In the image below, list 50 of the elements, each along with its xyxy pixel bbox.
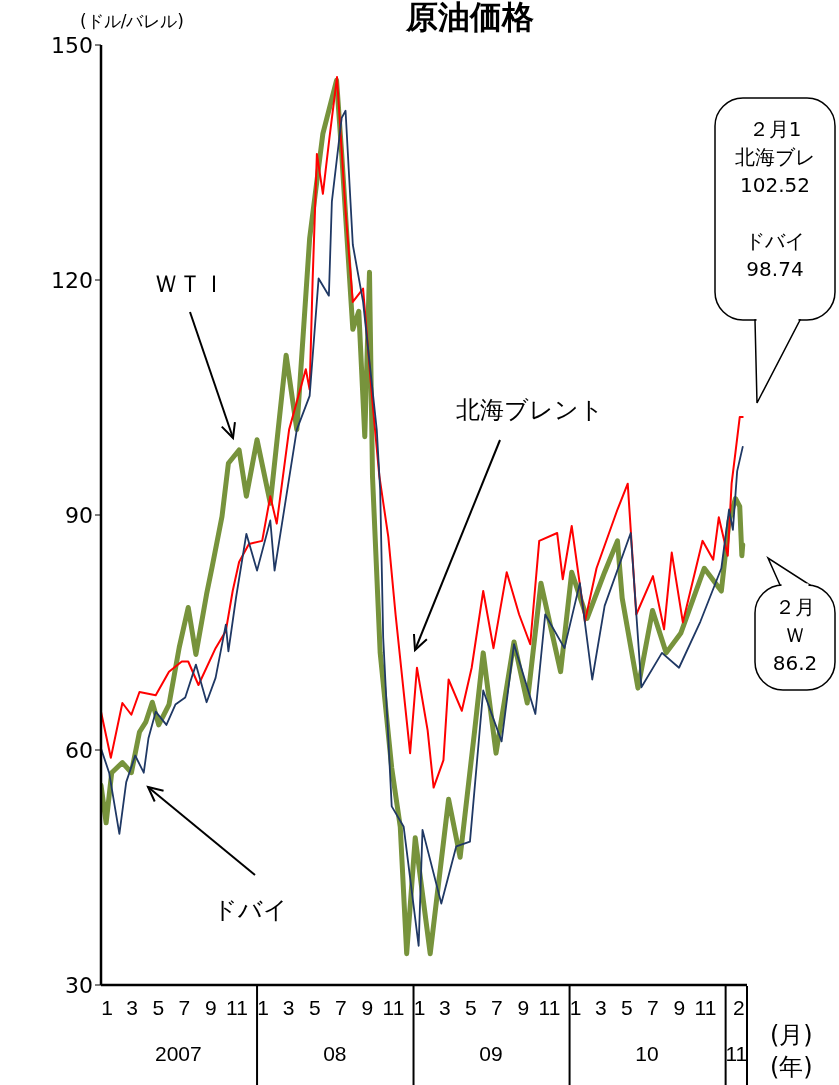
annotation: 102.52 bbox=[740, 173, 810, 197]
x-axis-title: (月) bbox=[770, 1021, 813, 1049]
y-tick-label: 60 bbox=[65, 737, 93, 763]
x2-tick-label: 09 bbox=[479, 1042, 503, 1065]
x2-tick-label: 08 bbox=[323, 1042, 347, 1065]
x-tick-label: 5 bbox=[308, 996, 321, 1019]
y-tick-label: 90 bbox=[65, 502, 93, 528]
annotation: 北海ブレント bbox=[456, 396, 604, 424]
x-tick-label: 7 bbox=[335, 996, 347, 1019]
x-tick-label: 7 bbox=[178, 996, 191, 1019]
x-tick-label: 7 bbox=[491, 996, 503, 1019]
x-tick-label: 3 bbox=[126, 996, 139, 1019]
annotation: ドバイ bbox=[745, 229, 805, 253]
annotation: ドバイ bbox=[212, 896, 288, 924]
x2-axis-title: (年) bbox=[770, 1053, 813, 1081]
text: ２月 bbox=[775, 595, 815, 619]
x2-tick-label: 2007 bbox=[155, 1042, 202, 1065]
x-tick-label: 9 bbox=[673, 996, 686, 1019]
text: 86.2 bbox=[772, 651, 818, 675]
x-tick-label: 11 bbox=[694, 996, 717, 1019]
x-tick-label: 11 bbox=[226, 996, 248, 1019]
x-tick-label: 7 bbox=[647, 996, 659, 1019]
y-axis-title: (ドル/バレル) bbox=[80, 11, 184, 31]
x-tick-label: 11 bbox=[538, 996, 561, 1019]
x-tick-label: 1 bbox=[413, 996, 426, 1019]
text: ２月1 bbox=[748, 117, 802, 141]
x-tick-label: 9 bbox=[517, 996, 530, 1019]
x2-tick-label: 10 bbox=[635, 1042, 659, 1065]
x-tick-label: 3 bbox=[438, 996, 451, 1019]
annotation: ＷＴＩ bbox=[154, 270, 226, 298]
y-tick-label: 150 bbox=[51, 32, 93, 58]
x-tick-label: 1 bbox=[257, 996, 269, 1019]
chart-title: 原油価格 bbox=[405, 0, 534, 36]
x-tick-label: 9 bbox=[205, 996, 217, 1019]
text: Ｗ bbox=[785, 623, 805, 647]
x-tick-label: 5 bbox=[621, 996, 633, 1019]
x-tick-label: 1 bbox=[101, 996, 113, 1019]
x-tick-label: 5 bbox=[152, 996, 165, 1019]
x-tick-label: 5 bbox=[464, 996, 477, 1019]
x2-tick-label: 11 bbox=[725, 1042, 748, 1065]
x-tick-label: 11 bbox=[382, 996, 405, 1019]
annotation: 北海ブレ bbox=[735, 145, 815, 169]
x-tick-label: 3 bbox=[282, 996, 295, 1019]
x-tick-label: 1 bbox=[569, 996, 582, 1019]
y-tick-label: 30 bbox=[65, 972, 93, 998]
y-tick-label: 120 bbox=[51, 267, 93, 293]
x-tick-label: 2 bbox=[733, 996, 745, 1019]
x-tick-label: 3 bbox=[594, 996, 607, 1019]
annotation: 98.74 bbox=[746, 257, 804, 281]
x-tick-label: 9 bbox=[361, 996, 374, 1019]
